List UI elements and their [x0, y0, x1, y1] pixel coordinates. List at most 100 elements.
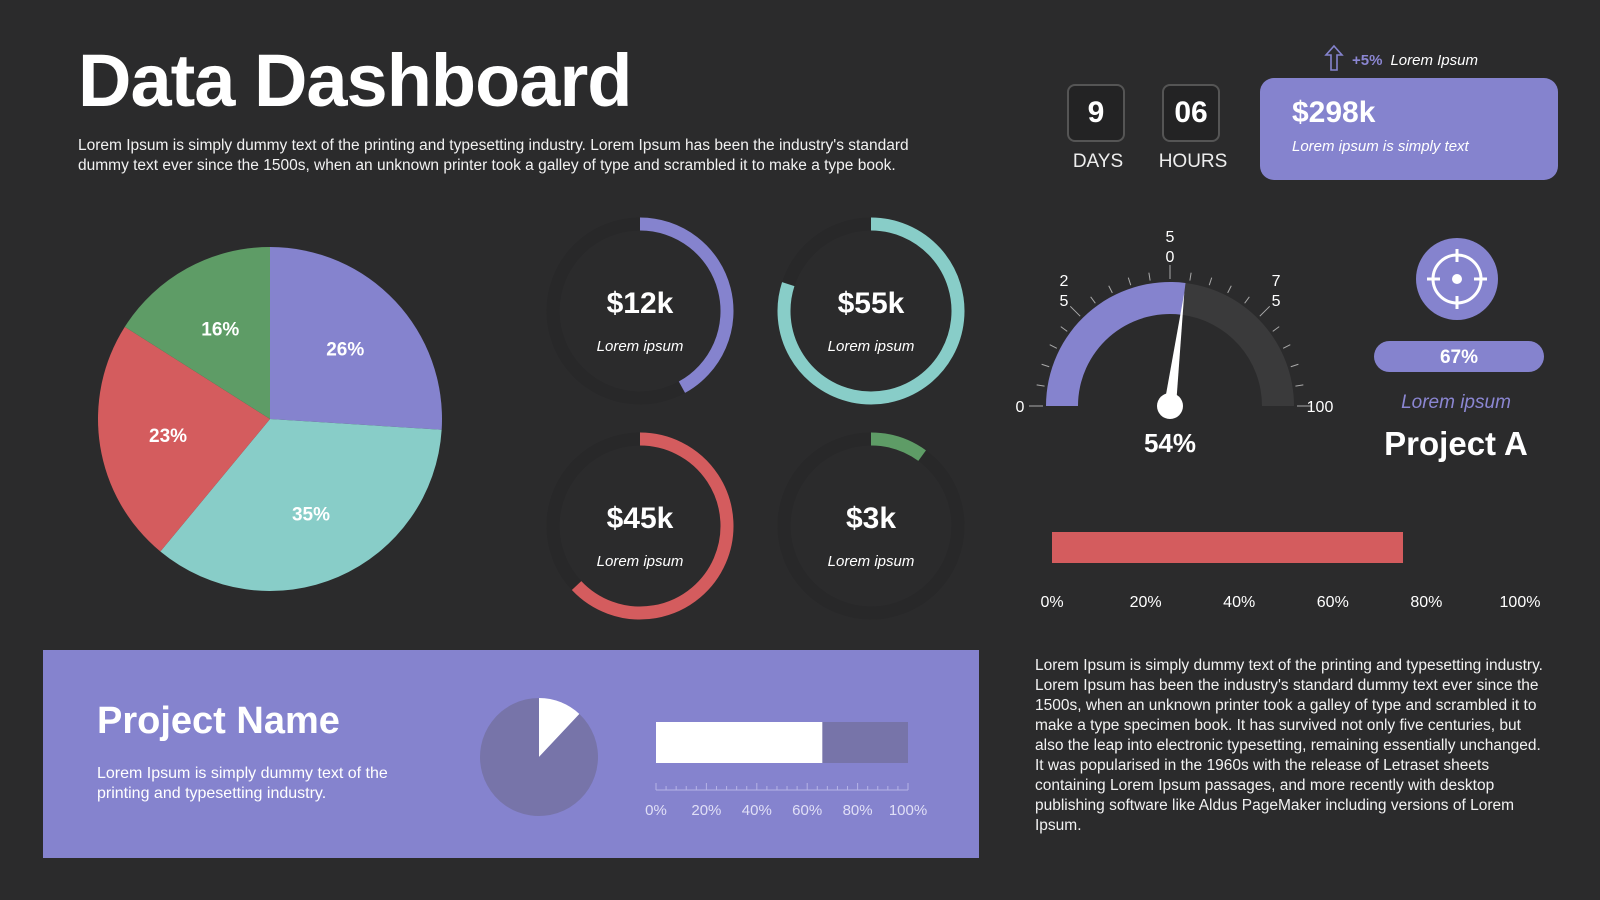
- ring-label: Lorem ipsum: [828, 553, 915, 570]
- mini-bar-chart: 0% 20% 40% 60% 80% 100%: [645, 722, 927, 819]
- revenue-value: $298k: [1292, 96, 1376, 129]
- gauge-tick-label-line: 2: [1059, 273, 1068, 290]
- gauge-tick: [1060, 326, 1068, 332]
- gauge-tick: [1272, 326, 1280, 332]
- ring-label: Lorem ipsum: [597, 553, 684, 570]
- gauge-value: 54%: [1144, 428, 1196, 458]
- ring-arc: [870, 432, 926, 461]
- bar-tick-label: 40%: [1223, 594, 1255, 611]
- trend-indicator: +5% Lorem Ipsum: [1324, 44, 1478, 76]
- gauge-tick-label-line: 0: [1016, 399, 1025, 416]
- mini-bar-tick-label: 0%: [645, 802, 667, 819]
- project-panel-charts: 0% 20% 40% 60% 80% 100%: [480, 698, 927, 819]
- gauge-tick-label-line: 100: [1307, 399, 1334, 416]
- ring-charts: $12k Lorem ipsum $55k Lorem ipsum $45k Lorem …: [546, 217, 965, 620]
- mini-bar-tick-label: 20%: [691, 802, 721, 819]
- gauge-tick-label-line: 5: [1059, 293, 1068, 310]
- gauge-tick: [1036, 384, 1045, 387]
- bar-tick-label: 100%: [1500, 594, 1541, 611]
- pie-slice-label: 16%: [201, 320, 239, 341]
- project-a-progress: 67%: [1374, 341, 1544, 372]
- gauge-tick-label-line: 0: [1166, 249, 1175, 266]
- ring-arc: [571, 432, 734, 620]
- ring-arc: [639, 217, 734, 393]
- ring-value: $55k: [838, 287, 905, 320]
- gauge-tick: [1282, 344, 1291, 349]
- ring-label: Lorem ipsum: [597, 338, 684, 355]
- intro-text: Lorem Ipsum is simply dummy text of the …: [78, 137, 909, 174]
- gauge-tick: [1127, 277, 1132, 286]
- pie-slice: [97, 326, 270, 552]
- gauge-tick: [1295, 384, 1304, 387]
- gauge-tick: [1244, 296, 1250, 304]
- gauge-tick: [1259, 305, 1271, 317]
- ring-value: $45k: [607, 502, 674, 535]
- revenue-subtitle: Lorem ipsum is simply text: [1292, 138, 1469, 155]
- project-name: Project Name: [97, 700, 340, 742]
- ring-value: $12k: [607, 287, 674, 320]
- gauge-tick-label: 100: [1307, 399, 1334, 416]
- mini-bar-tick-label: 40%: [742, 802, 772, 819]
- bar-tick-label: 60%: [1317, 594, 1349, 611]
- mini-pie-slice: [480, 698, 599, 816]
- mini-bar-tick-label: 80%: [843, 802, 873, 819]
- gauge-tick: [1189, 272, 1192, 281]
- mini-bar-tick-label: 100%: [889, 802, 927, 819]
- project-description: Lorem Ipsum is simply dummy text of the …: [97, 765, 388, 802]
- project-panel: Project Name Lorem Ipsum is simply dummy…: [43, 650, 979, 858]
- gauge-needle: [1164, 292, 1185, 407]
- pie-slice-label: 23%: [149, 426, 187, 447]
- pie-slice: [124, 247, 270, 419]
- pie-slice: [270, 247, 442, 430]
- gauge-tick: [1049, 344, 1058, 349]
- project-a-progress-value: 67%: [1440, 347, 1478, 368]
- days-counter: 9: [1067, 84, 1125, 142]
- target-icon: [1416, 238, 1498, 320]
- pie-slice-label: 26%: [326, 339, 364, 360]
- bar-tick-label: 0%: [1040, 594, 1063, 611]
- gauge-tick-label-line: 5: [1272, 293, 1281, 310]
- pie-chart: 26% 35% 23% 16%: [97, 247, 442, 591]
- gauge-tick: [1041, 363, 1050, 368]
- gauge-tick: [1227, 285, 1232, 294]
- pie-slice: [160, 419, 442, 591]
- gauge-tick-label: 0: [1016, 399, 1025, 416]
- project-a-title: Project A: [1384, 425, 1528, 462]
- days-label: DAYS: [1072, 151, 1124, 172]
- gauge-tick: [1090, 296, 1096, 304]
- project-a-label: Lorem ipsum: [1401, 392, 1511, 413]
- gauge-tick: [1148, 272, 1151, 281]
- gauge-tick: [1208, 277, 1213, 286]
- gauge-track: [1181, 282, 1294, 406]
- horizontal-bar-chart: 0% 20% 40% 60% 80% 100%: [1040, 532, 1540, 611]
- ring-value: $3k: [846, 502, 896, 535]
- revenue-card: $298k Lorem ipsum is simply text: [1260, 78, 1558, 180]
- bar-tick-label: 20%: [1130, 594, 1162, 611]
- page-title: Data Dashboard: [78, 39, 632, 122]
- gauge-tick: [1069, 305, 1081, 317]
- gauge-tick-label-line: 5: [1166, 229, 1175, 246]
- gauge-needle-hub: [1157, 393, 1183, 419]
- mini-pie-chart: [480, 698, 599, 816]
- pie-slice-label: 35%: [292, 505, 330, 526]
- mini-bar: [656, 722, 823, 763]
- trend-label: Lorem Ipsum: [1390, 51, 1478, 69]
- trend-change: +5%: [1352, 51, 1383, 69]
- body-text: Lorem Ipsum is simply dummy text of the …: [1035, 657, 1543, 834]
- bar-tick-label: 80%: [1410, 594, 1442, 611]
- gauge-tick: [1290, 363, 1299, 368]
- mini-pie-slice: [539, 698, 580, 757]
- mini-bar-tick-label: 60%: [792, 802, 822, 819]
- gauge-tick-label-line: 7: [1272, 273, 1281, 290]
- gauge-fill: [1046, 281, 1186, 406]
- ring-arc: [777, 217, 965, 405]
- gauge-tick: [1108, 285, 1113, 294]
- hours-counter: 06: [1162, 84, 1220, 142]
- arrow-up-icon: [1324, 44, 1344, 76]
- ring-label: Lorem ipsum: [828, 338, 915, 355]
- bar: [1052, 532, 1403, 563]
